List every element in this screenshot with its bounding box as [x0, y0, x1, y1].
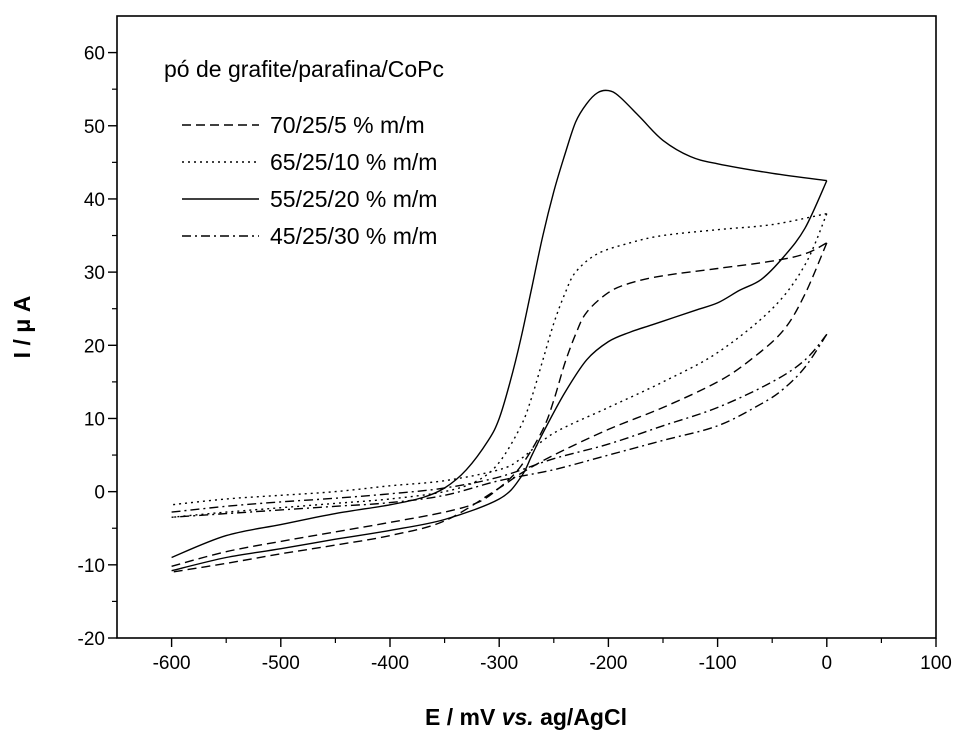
x-tick-label: -100 — [699, 653, 737, 674]
x-tick-label: -600 — [153, 653, 191, 674]
y-tick-label: -10 — [78, 556, 105, 577]
y-tick-label: 20 — [84, 336, 105, 357]
y-tick-label: 60 — [84, 44, 105, 65]
series-1 — [171, 242, 828, 573]
legend-label: 45/25/30 % m/m — [270, 223, 437, 249]
legend-label: 65/25/10 % m/m — [270, 149, 437, 175]
x-axis-title-part-2: vs. — [502, 704, 534, 730]
series-3 — [171, 89, 828, 572]
series-4 — [171, 333, 828, 518]
x-tick-label: -300 — [480, 653, 518, 674]
y-tick-label: -20 — [78, 629, 105, 650]
series-1-forward-sweep — [171, 242, 828, 567]
x-axis-title-part-3: ag/AgCl — [534, 704, 627, 730]
y-tick-label: 0 — [94, 483, 105, 504]
x-axis-title: E / mV vs. ag/AgCl — [425, 704, 627, 730]
legend-label: 70/25/5 % m/m — [270, 112, 425, 138]
series-layer — [171, 89, 828, 573]
x-tick-label: -200 — [589, 653, 627, 674]
legend: pó de grafite/parafina/CoPc 70/25/5 % m/m… — [164, 56, 444, 249]
series-3-forward-sweep — [171, 89, 827, 559]
series-4-reverse-sweep — [171, 333, 828, 518]
series-2-forward-sweep — [171, 212, 827, 518]
x-axis-title-part-1: E / mV — [425, 704, 502, 730]
x-tick-label: 0 — [822, 653, 833, 674]
plot-frame — [116, 15, 937, 639]
y-axis-title: I / μ A — [9, 296, 35, 359]
y-tick-label: 50 — [84, 117, 105, 138]
legend-title: pó de grafite/parafina/CoPc — [164, 56, 444, 82]
y-tick-label: 30 — [84, 263, 105, 284]
series-1-reverse-sweep — [171, 242, 828, 573]
series-4-forward-sweep — [171, 333, 828, 513]
x-tick-label: -400 — [371, 653, 409, 674]
series-2-reverse-sweep — [171, 213, 828, 506]
x-tick-label: -500 — [262, 653, 300, 674]
series-2 — [171, 212, 828, 518]
x-tick-label: 100 — [920, 653, 952, 674]
legend-label: 55/25/20 % m/m — [270, 186, 437, 212]
y-tick-label: 40 — [84, 190, 105, 211]
axis-ticks: -600 -500 -400 -300 -200 -100 0 100-20-10010203… — [78, 44, 952, 674]
y-tick-label: 10 — [84, 409, 105, 430]
series-3-reverse-sweep — [171, 180, 828, 572]
